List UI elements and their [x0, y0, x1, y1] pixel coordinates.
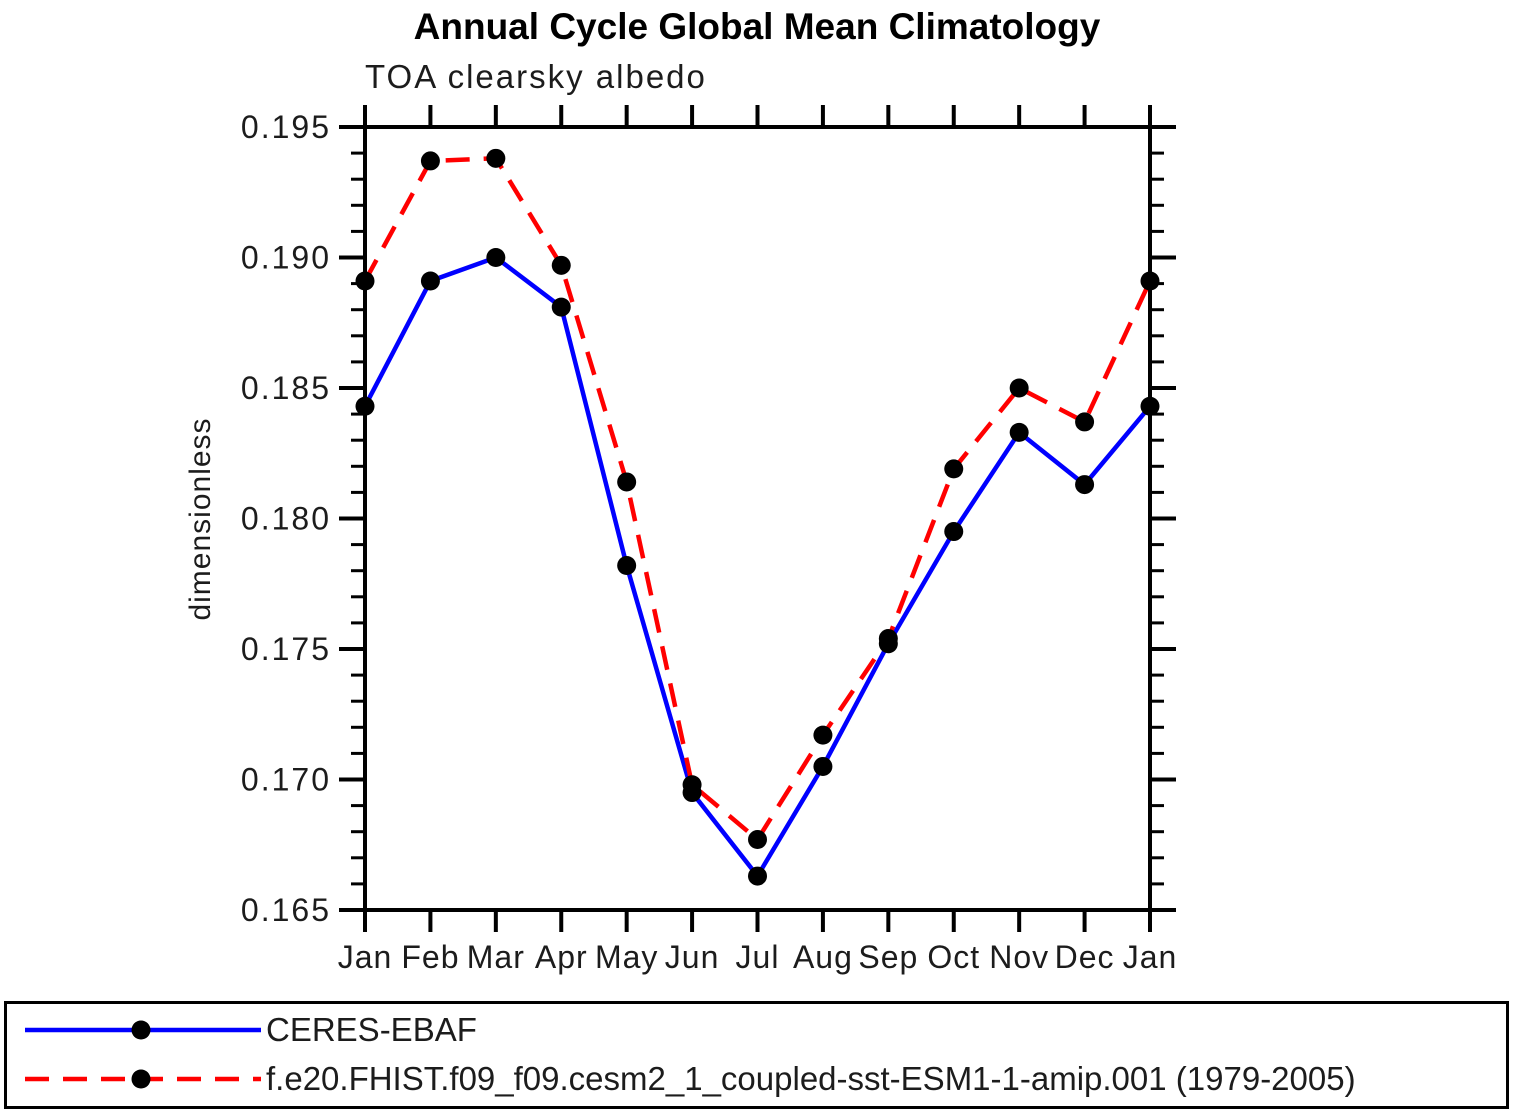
- data-point: [878, 629, 898, 649]
- legend-item-observation: CERES-EBAF: [23, 1011, 477, 1048]
- data-point: [420, 151, 440, 171]
- data-point: [1075, 475, 1095, 495]
- series-line-0: [363, 254, 1152, 881]
- legend-label-observation: CERES-EBAF: [266, 1011, 477, 1048]
- y-tick-label: 0.185: [241, 370, 331, 406]
- x-tick-label: Dec: [1055, 939, 1115, 975]
- data-point: [617, 472, 637, 492]
- x-tick-label: Jun: [665, 939, 720, 975]
- y-tick-label: 0.195: [241, 109, 331, 145]
- y-tick-label: 0.190: [241, 240, 331, 276]
- data-point: [551, 255, 571, 275]
- data-point: [813, 756, 833, 776]
- chart-subtitle: TOA clearsky albedo: [365, 58, 707, 95]
- x-tick-label: May: [595, 939, 658, 975]
- x-tick-label: Aug: [793, 939, 853, 975]
- legend-line-sample-dashed: [25, 1069, 261, 1089]
- data-point: [1075, 412, 1095, 432]
- x-tick-label: Jan: [1123, 939, 1178, 975]
- legend-label-model: f.e20.FHIST.f09_f09.cesm2_1_coupled-sst-…: [266, 1060, 1356, 1097]
- y-tick-label: 0.170: [241, 762, 331, 798]
- x-tick-label: Mar: [467, 939, 525, 975]
- chart-title: Annual Cycle Global Mean Climatology: [413, 6, 1101, 47]
- data-point: [813, 725, 833, 745]
- y-tick-label: 0.175: [241, 631, 331, 667]
- data-point: [944, 459, 964, 479]
- data-point: [748, 866, 767, 886]
- x-tick-label: Jan: [338, 939, 393, 975]
- data-point: [1140, 271, 1160, 291]
- x-tick-label: Oct: [927, 939, 980, 975]
- legend-box: CERES-EBAF f.e20.FHIST.f09_f09.cesm2_1_c…: [4, 1001, 1509, 1109]
- data-point: [486, 248, 506, 267]
- data-point: [486, 148, 506, 168]
- legend-marker-dot: [131, 1020, 151, 1040]
- data-point: [355, 396, 375, 416]
- legend-line-sample-solid: [25, 1020, 261, 1040]
- data-point: [748, 830, 767, 850]
- y-tick-label: 0.180: [241, 501, 331, 537]
- data-point: [682, 775, 702, 795]
- x-tick-label: Jul: [736, 939, 780, 975]
- data-point: [355, 271, 375, 291]
- data-point: [551, 297, 571, 317]
- y-tick-label: 0.165: [241, 892, 331, 928]
- data-point: [420, 271, 440, 291]
- data-point: [1140, 396, 1160, 416]
- x-tick-label: Nov: [989, 939, 1049, 975]
- data-point: [617, 555, 637, 575]
- x-tick-label: Apr: [535, 939, 588, 975]
- plot-frame: [363, 125, 1152, 912]
- x-tick-label: Feb: [401, 939, 459, 975]
- data-point: [1009, 378, 1029, 398]
- legend-marker-dot: [131, 1069, 151, 1089]
- data-point: [944, 522, 964, 542]
- data-point: [1009, 422, 1029, 442]
- legend-item-model: f.e20.FHIST.f09_f09.cesm2_1_coupled-sst-…: [23, 1060, 1356, 1097]
- x-tick-label: Sep: [858, 939, 918, 975]
